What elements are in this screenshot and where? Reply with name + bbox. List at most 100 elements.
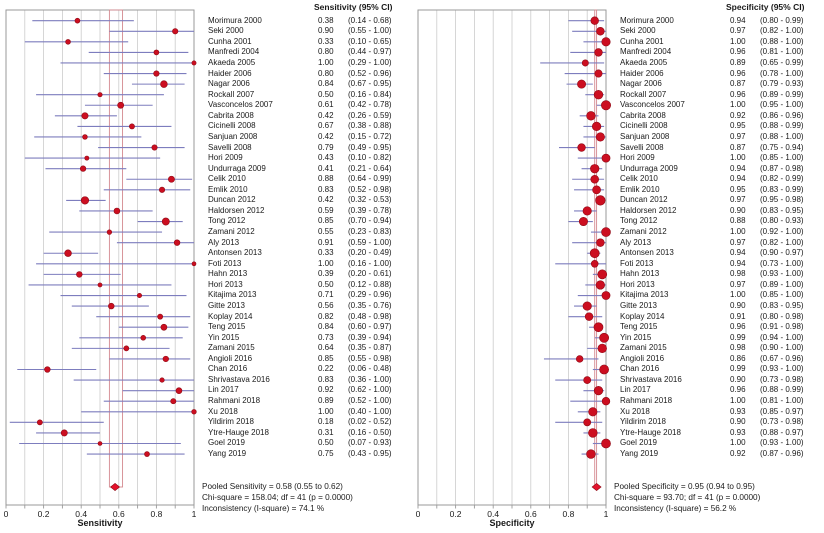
estimate-value: 0.87 xyxy=(730,79,746,89)
ci-value: (0.78 - 1.00) xyxy=(760,68,804,78)
study-label: Seki 2000 xyxy=(620,26,656,36)
point-marker xyxy=(583,376,592,384)
estimate-value: 0.93 xyxy=(730,427,746,437)
study-row: Koplay 2014 0.82 (0.48 - 0.98) xyxy=(208,311,411,322)
ci-value: (0.20 - 0.49) xyxy=(348,248,392,258)
point-marker xyxy=(81,112,89,120)
ci-value: (0.43 - 0.95) xyxy=(348,448,392,458)
estimate-value: 0.95 xyxy=(730,121,746,131)
study-label: Cunha 2001 xyxy=(620,36,664,46)
study-row: Undurraga 2009 0.94 (0.87 - 0.98) xyxy=(620,163,823,174)
study-label: Sanjuan 2008 xyxy=(208,131,258,141)
estimate-value: 0.97 xyxy=(730,279,746,289)
ci-value: (0.21 - 0.64) xyxy=(348,163,392,173)
point-marker xyxy=(588,407,598,417)
study-row: Antonsen 2013 0.33 (0.20 - 0.49) xyxy=(208,247,411,258)
estimate-value: 0.59 xyxy=(318,205,334,215)
ci-value: (0.93 - 1.00) xyxy=(760,438,804,448)
ci-value: (0.62 - 1.00) xyxy=(348,385,392,395)
study-row: Aly 2013 0.97 (0.82 - 1.00) xyxy=(620,237,823,248)
study-label: Seki 2000 xyxy=(208,26,244,36)
point-marker xyxy=(160,323,168,331)
study-row: Hori 2009 0.43 (0.10 - 0.82) xyxy=(208,152,411,163)
estimate-value: 0.80 xyxy=(318,68,334,78)
study-row: Rockall 2007 0.96 (0.89 - 0.99) xyxy=(620,89,823,100)
study-row: Angioli 2016 0.86 (0.67 - 0.96) xyxy=(620,353,823,364)
ci-value: (0.89 - 0.99) xyxy=(760,89,804,99)
pooled-specificity-line: Pooled Specificity = 0.95 (0.94 to 0.95) xyxy=(614,482,755,491)
x-axis-title-sensitivity: Sensitivity xyxy=(77,518,123,528)
point-marker xyxy=(140,335,146,341)
estimate-value: 1.00 xyxy=(730,36,746,46)
study-label: Goel 2019 xyxy=(208,438,245,448)
estimate-value: 0.96 xyxy=(730,47,746,57)
ci-value: (0.83 - 0.95) xyxy=(760,300,804,310)
axis-tick-label: 0.8 xyxy=(562,509,574,519)
estimate-value: 0.33 xyxy=(318,248,334,258)
point-marker xyxy=(599,364,609,375)
ci-value: (0.16 - 0.50) xyxy=(348,427,392,437)
ci-value: (0.20 - 0.61) xyxy=(348,269,392,279)
point-marker xyxy=(601,397,611,406)
study-row: Ytre-Hauge 2018 0.31 (0.16 - 0.50) xyxy=(208,427,411,438)
study-label: Hori 2013 xyxy=(620,279,655,289)
point-marker xyxy=(583,418,592,427)
study-row: Vasconcelos 2007 0.61 (0.42 - 0.78) xyxy=(208,100,411,111)
study-row: Nagar 2006 0.84 (0.67 - 0.95) xyxy=(208,78,411,89)
point-marker xyxy=(601,153,611,163)
estimate-value: 0.97 xyxy=(730,237,746,247)
axis-tick-label: 0.6 xyxy=(113,509,125,519)
study-row: Yildirim 2018 0.18 (0.02 - 0.52) xyxy=(208,416,411,427)
ci-value: (0.14 - 0.68) xyxy=(348,15,392,25)
point-marker xyxy=(592,185,601,195)
study-row: Kitajima 2013 1.00 (0.85 - 1.00) xyxy=(620,290,823,301)
study-label: Foti 2013 xyxy=(620,258,654,268)
study-label: Akaeda 2005 xyxy=(208,58,256,68)
ci-value: (0.93 - 1.00) xyxy=(760,269,804,279)
estimate-value: 0.91 xyxy=(730,311,746,321)
study-row: Rahmani 2018 0.89 (0.52 - 1.00) xyxy=(208,395,411,406)
study-row: Haldorsen 2012 0.90 (0.83 - 0.95) xyxy=(620,205,823,216)
study-label: Kitajima 2013 xyxy=(620,290,669,300)
ci-value: (0.70 - 0.94) xyxy=(348,216,392,226)
study-label: Hori 2009 xyxy=(620,153,655,163)
estimate-value: 0.39 xyxy=(318,269,334,279)
study-label: Koplay 2014 xyxy=(208,311,253,321)
column-header-sensitivity: Sensitivity (95% CI) xyxy=(314,2,393,12)
pooled-stats-sensitivity: Pooled Sensitivity = 0.58 (0.55 to 0.62)… xyxy=(202,482,353,515)
ci-value: (0.91 - 0.98) xyxy=(760,322,804,332)
study-row: Nagar 2006 0.87 (0.79 - 0.93) xyxy=(620,78,823,89)
estimate-value: 0.85 xyxy=(318,216,334,226)
x-axis-title-specificity: Specificity xyxy=(489,518,535,528)
point-marker xyxy=(65,39,71,45)
study-list-sensitivity: Morimura 2000 0.38 (0.14 - 0.68) Seki 2000 0… xyxy=(208,15,411,459)
study-row: Yin 2015 0.99 (0.94 - 1.00) xyxy=(620,332,823,343)
estimate-value: 0.56 xyxy=(318,300,334,310)
estimate-value: 0.94 xyxy=(730,248,746,258)
ci-value: (0.23 - 0.83) xyxy=(348,227,392,237)
axis-tick-label: 1 xyxy=(604,509,609,519)
study-row: Aly 2013 0.91 (0.59 - 1.00) xyxy=(208,237,411,248)
point-marker xyxy=(191,409,197,415)
ci-value: (0.29 - 0.96) xyxy=(348,290,392,300)
study-row: Ytre-Hauge 2018 0.93 (0.88 - 0.97) xyxy=(620,427,823,438)
study-row: Haldorsen 2012 0.59 (0.39 - 0.78) xyxy=(208,205,411,216)
point-marker xyxy=(589,248,600,259)
study-label: Ytre-Hauge 2018 xyxy=(208,427,269,437)
study-row: Manfredi 2004 0.96 (0.81 - 1.00) xyxy=(620,47,823,58)
estimate-value: 0.89 xyxy=(318,396,334,406)
pooled-diamond xyxy=(591,483,602,491)
study-row: Zamani 2015 0.64 (0.35 - 0.87) xyxy=(208,342,411,353)
study-row: Morimura 2000 0.38 (0.14 - 0.68) xyxy=(208,15,411,26)
estimate-value: 1.00 xyxy=(318,58,334,68)
study-row: Duncan 2012 0.42 (0.32 - 0.53) xyxy=(208,195,411,206)
point-marker xyxy=(82,134,88,140)
ci-value: (0.85 - 0.97) xyxy=(760,406,804,416)
estimate-value: 0.90 xyxy=(730,205,746,215)
study-label: Cunha 2001 xyxy=(208,36,252,46)
pooled-ci-box xyxy=(108,9,124,488)
study-row: Lin 2017 0.92 (0.62 - 1.00) xyxy=(208,385,411,396)
estimate-value: 0.92 xyxy=(730,110,746,120)
point-marker xyxy=(191,60,197,66)
ci-value: (0.83 - 0.99) xyxy=(760,184,804,194)
